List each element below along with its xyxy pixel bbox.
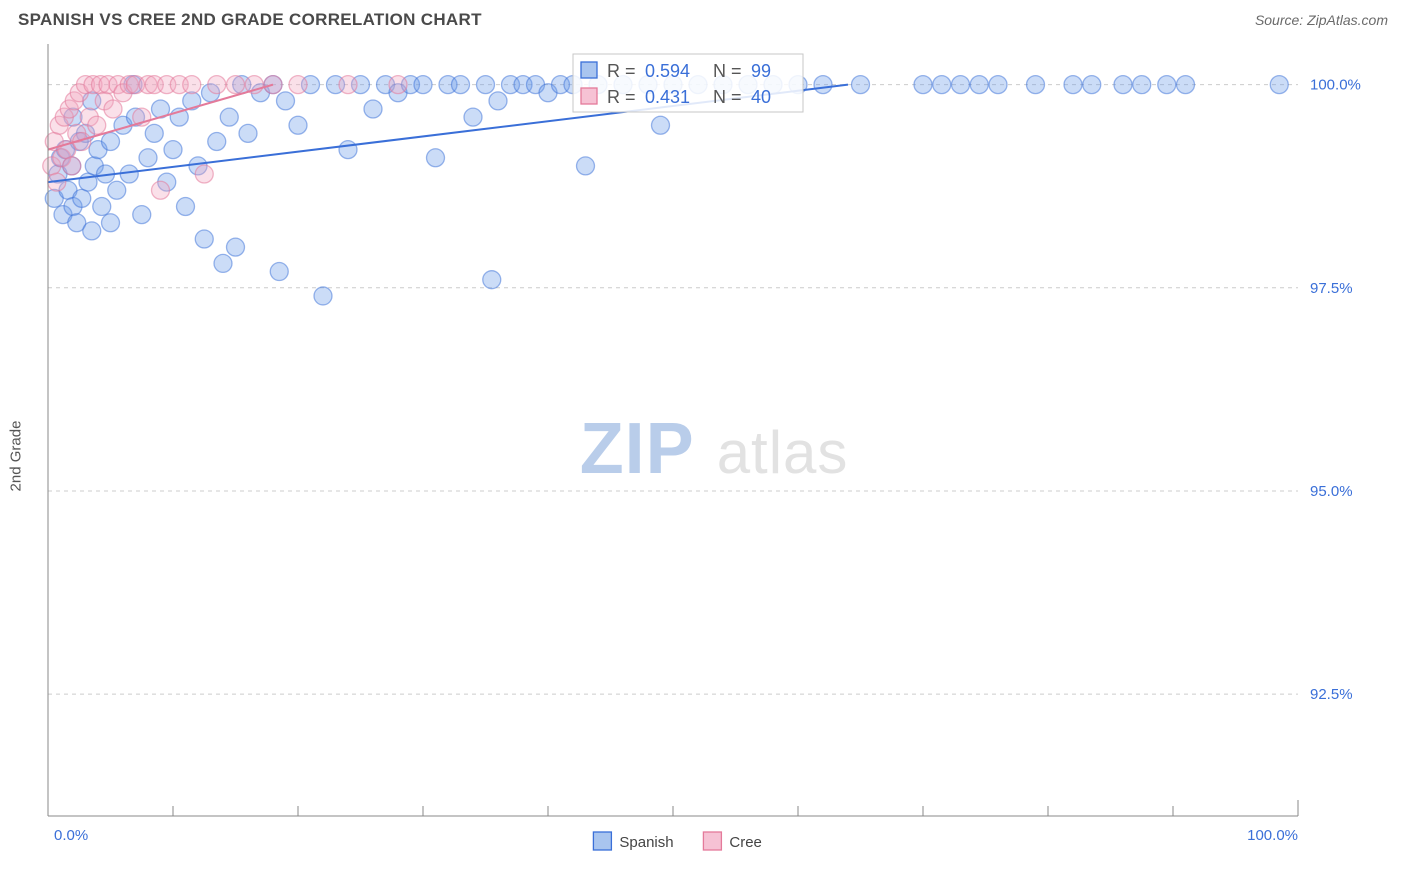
data-point [652, 116, 670, 134]
data-point [427, 149, 445, 167]
stats-r-cree: 0.431 [645, 87, 690, 107]
data-point [933, 76, 951, 94]
data-point [102, 214, 120, 232]
stats-swatch-cree [581, 88, 597, 104]
data-point [483, 271, 501, 289]
data-point [1133, 76, 1151, 94]
x-tick-label: 0.0% [54, 827, 88, 844]
data-point [339, 76, 357, 94]
data-point [1270, 76, 1288, 94]
data-point [195, 165, 213, 183]
data-point [120, 165, 138, 183]
source-label: Source: ZipAtlas.com [1255, 12, 1388, 28]
data-point [814, 76, 832, 94]
correlation-scatter-chart: ZIP atlas 92.5% 95.0% 97.5% 100.0% 0.0% 100.0% R… [18, 36, 1388, 876]
data-point [133, 206, 151, 224]
data-point [464, 108, 482, 126]
data-point [227, 238, 245, 256]
data-point [145, 124, 163, 142]
data-point [389, 76, 407, 94]
data-point [270, 263, 288, 281]
data-point [152, 181, 170, 199]
data-point [63, 157, 81, 175]
data-point [1177, 76, 1195, 94]
data-point [970, 76, 988, 94]
watermark-zip: ZIP [580, 409, 695, 489]
y-tick-label: 92.5% [1310, 686, 1353, 703]
data-point [414, 76, 432, 94]
data-point [289, 116, 307, 134]
data-point [220, 108, 238, 126]
data-point [952, 76, 970, 94]
stats-n-label: N = [713, 61, 742, 81]
y-tick-label: 95.0% [1310, 483, 1353, 500]
stats-r-label: R = [607, 61, 636, 81]
stats-n-label: N = [713, 87, 742, 107]
data-point [914, 76, 932, 94]
data-point [289, 76, 307, 94]
data-point [93, 198, 111, 216]
data-point [339, 141, 357, 159]
data-point [177, 198, 195, 216]
data-point [264, 76, 282, 94]
legend-label-spanish: Spanish [619, 834, 673, 851]
data-point [1083, 76, 1101, 94]
data-point [195, 230, 213, 248]
chart-title: SPANISH VS CREE 2ND GRADE CORRELATION CH… [18, 10, 482, 30]
data-point [239, 124, 257, 142]
data-point [852, 76, 870, 94]
data-point [102, 133, 120, 151]
data-point [208, 133, 226, 151]
stats-swatch-spanish [581, 62, 597, 78]
data-point [489, 92, 507, 110]
data-point [208, 76, 226, 94]
stats-r-spanish: 0.594 [645, 61, 690, 81]
data-point [577, 157, 595, 175]
y-axis-label: 2nd Grade [8, 421, 25, 492]
data-point [1114, 76, 1132, 94]
data-point [364, 100, 382, 118]
data-point [277, 92, 295, 110]
data-point [88, 116, 106, 134]
legend-label-cree: Cree [729, 834, 762, 851]
data-point [108, 181, 126, 199]
data-point [1158, 76, 1176, 94]
watermark-atlas: atlas [717, 419, 849, 486]
stats-r-label: R = [607, 87, 636, 107]
data-point [1027, 76, 1045, 94]
x-tick-label: 100.0% [1247, 827, 1298, 844]
data-point [164, 141, 182, 159]
data-point [139, 149, 157, 167]
data-point [477, 76, 495, 94]
data-point [83, 222, 101, 240]
data-point [227, 76, 245, 94]
legend-swatch-spanish [593, 832, 611, 850]
y-tick-label: 100.0% [1310, 77, 1361, 94]
data-point [989, 76, 1007, 94]
data-point [104, 100, 122, 118]
data-point [314, 287, 332, 305]
data-point [183, 76, 201, 94]
stats-n-cree: 40 [751, 87, 771, 107]
data-point [73, 189, 91, 207]
stats-n-spanish: 99 [751, 61, 771, 81]
legend-swatch-cree [703, 832, 721, 850]
data-point [452, 76, 470, 94]
data-point [1064, 76, 1082, 94]
data-point [214, 254, 232, 272]
y-tick-label: 97.5% [1310, 280, 1353, 297]
